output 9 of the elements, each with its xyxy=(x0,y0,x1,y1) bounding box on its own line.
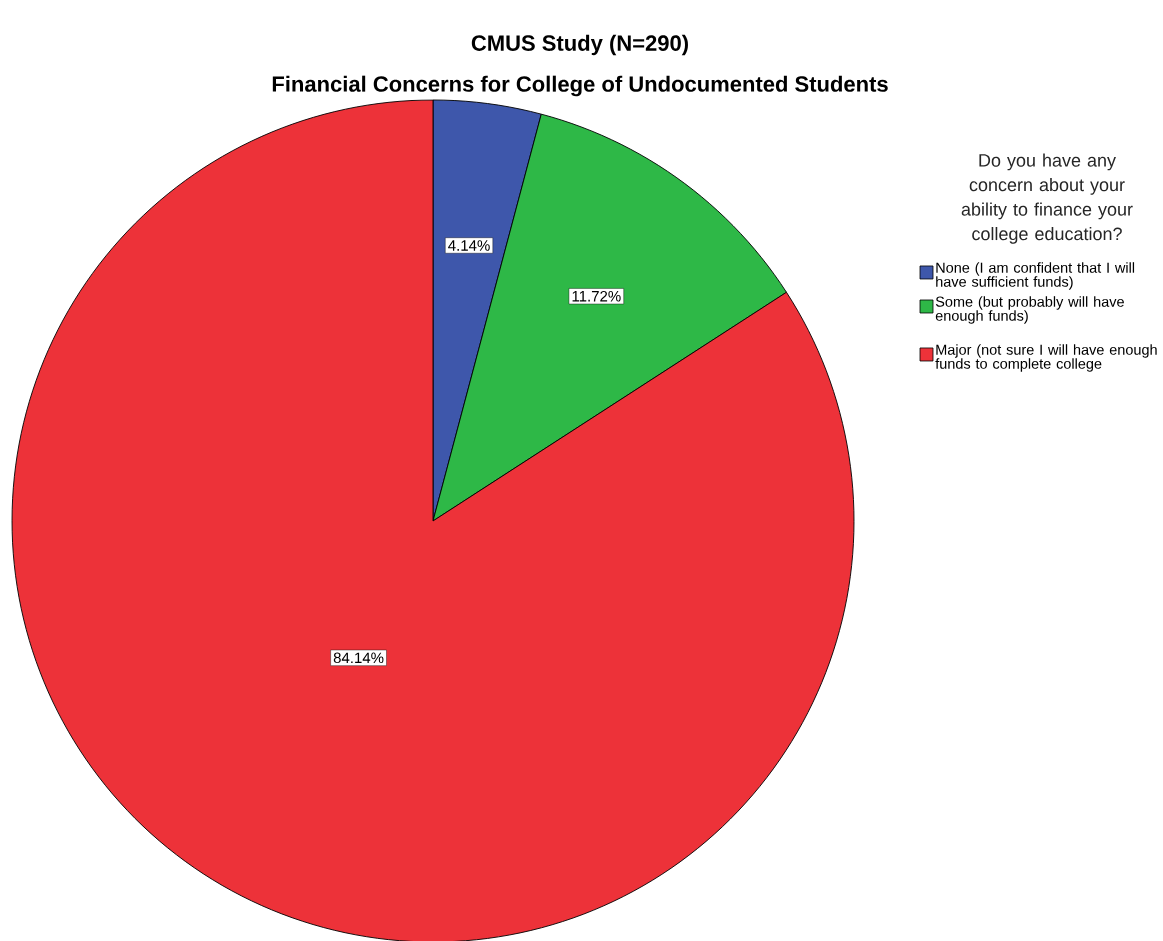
chart-subtitle: Financial Concerns for College of Undocumented Students xyxy=(272,75,888,97)
data-label: 84.14% xyxy=(333,652,384,664)
data-label: 4.14% xyxy=(448,240,490,251)
chart-title: CMUS Study (N=290) xyxy=(471,34,688,56)
legend-title: Do you have any concern about your ability to finance your college education? xyxy=(961,153,1133,244)
legend-label: None (I am confident that I will have sufficient funds) xyxy=(936,262,1135,290)
legend-label: Some (but probably will have enough funds) xyxy=(935,296,1124,324)
data-label: 11.72% xyxy=(572,290,621,302)
legend-label: Major (not sure I will have enough funds to complete college xyxy=(935,344,1157,372)
